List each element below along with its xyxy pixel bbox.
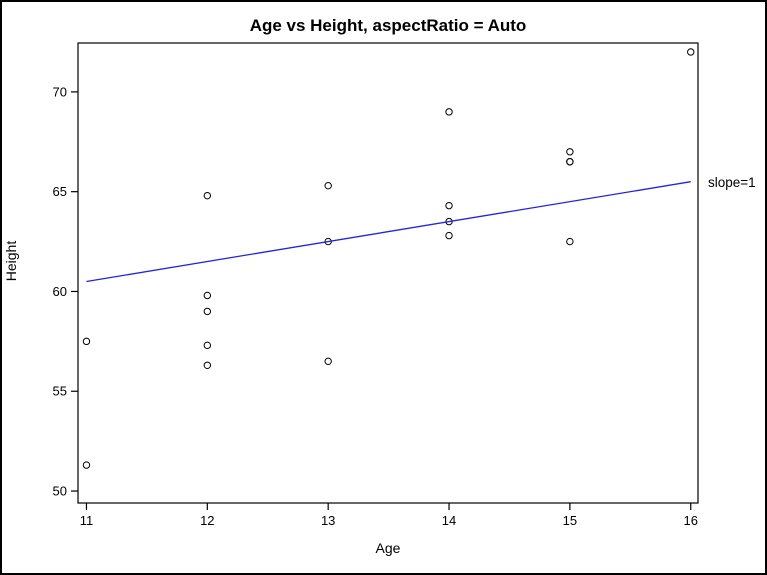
x-tick-label: 15 bbox=[563, 513, 577, 528]
data-point bbox=[324, 357, 332, 366]
y-axis: 50 55 60 65 70 bbox=[53, 84, 78, 499]
x-axis: 11 12 13 14 15 16 bbox=[80, 503, 698, 528]
data-point bbox=[445, 231, 453, 240]
data-point bbox=[203, 291, 212, 300]
chart-title: Age vs Height, aspectRatio = Auto bbox=[250, 16, 527, 35]
data-point bbox=[203, 361, 212, 369]
data-point bbox=[566, 237, 574, 246]
y-tick-label: 60 bbox=[53, 284, 67, 299]
data-point bbox=[566, 158, 574, 166]
data-point bbox=[203, 307, 212, 316]
x-tick-label: 16 bbox=[684, 513, 698, 528]
x-axis-title: Age bbox=[376, 540, 401, 556]
data-point bbox=[445, 108, 453, 116]
data-point bbox=[445, 201, 453, 210]
y-tick-label: 55 bbox=[53, 384, 67, 399]
plot-frame bbox=[77, 42, 699, 504]
data-point bbox=[687, 48, 695, 56]
y-tick-label: 65 bbox=[53, 184, 67, 199]
x-tick-label: 12 bbox=[200, 513, 214, 528]
y-axis-title: Height bbox=[3, 241, 19, 282]
x-tick-label: 14 bbox=[442, 513, 456, 528]
data-point bbox=[82, 337, 91, 346]
data-point bbox=[203, 191, 212, 200]
data-points-layer bbox=[82, 48, 695, 469]
y-tick-label: 70 bbox=[53, 84, 67, 99]
x-tick-label: 13 bbox=[321, 513, 335, 528]
slope-annotation: slope=1 bbox=[708, 175, 756, 190]
data-point bbox=[203, 341, 212, 350]
data-point bbox=[324, 181, 332, 190]
x-tick-label: 11 bbox=[80, 513, 94, 528]
data-point bbox=[566, 148, 574, 156]
y-tick-label: 50 bbox=[53, 484, 67, 499]
data-point bbox=[82, 461, 91, 469]
regression-line bbox=[86, 181, 691, 283]
